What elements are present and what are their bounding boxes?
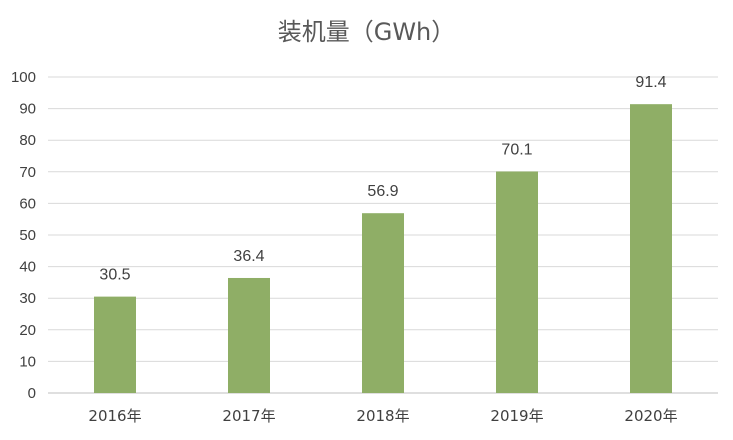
- y-tick-label: 10: [19, 353, 36, 370]
- data-label: 30.5: [99, 267, 130, 284]
- y-tick-label: 0: [28, 385, 36, 402]
- y-tick-label: 90: [19, 101, 36, 118]
- x-tick-label: 2017年: [222, 407, 275, 425]
- y-tick-label: 40: [19, 259, 36, 276]
- chart-title: 装机量（GWh）: [277, 18, 456, 46]
- bar: [362, 213, 404, 393]
- y-axis-ticks: 0 10 20 30 40 50 60 70 80 90 100: [11, 69, 36, 402]
- x-tick-label: 2018年: [356, 407, 409, 425]
- y-tick-label: 100: [11, 69, 36, 86]
- y-tick-label: 20: [19, 322, 36, 339]
- data-label: 36.4: [233, 248, 264, 265]
- x-tick-label: 2019年: [490, 407, 543, 425]
- data-label: 56.9: [367, 183, 398, 200]
- x-tick-label: 2016年: [88, 407, 141, 425]
- y-tick-label: 60: [19, 195, 36, 212]
- data-labels: 30.5 36.4 56.9 70.1 91.4: [99, 74, 666, 283]
- bar: [630, 104, 672, 394]
- y-tick-label: 50: [19, 227, 36, 244]
- y-tick-label: 30: [19, 290, 36, 307]
- x-axis-categories: 2016年 2017年 2018年 2019年 2020年: [88, 407, 677, 425]
- data-label: 91.4: [635, 74, 666, 91]
- x-tick-label: 2020年: [624, 407, 677, 425]
- y-tick-label: 70: [19, 164, 36, 181]
- bar: [228, 277, 270, 393]
- data-label: 70.1: [501, 141, 532, 158]
- bar: [496, 171, 538, 393]
- bars: [94, 104, 672, 394]
- y-tick-label: 80: [19, 132, 36, 149]
- bar: [94, 296, 136, 393]
